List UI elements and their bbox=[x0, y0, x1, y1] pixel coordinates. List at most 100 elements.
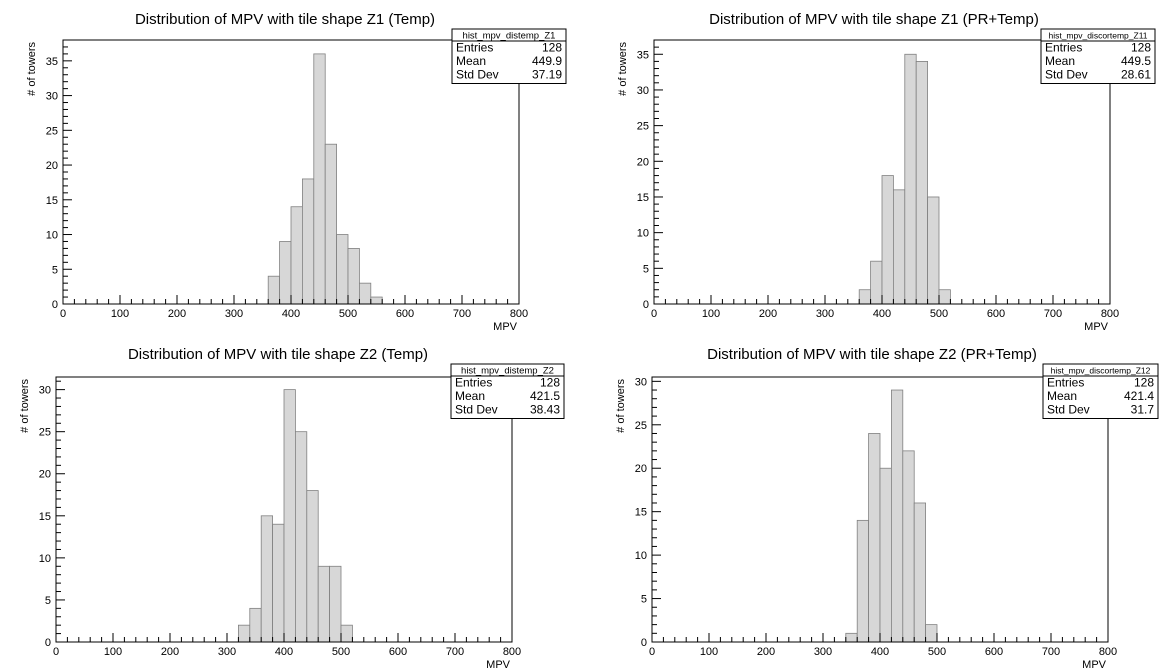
y-tick-label: 5 bbox=[643, 263, 649, 275]
y-tick-label: 30 bbox=[635, 376, 647, 388]
histogram-bar bbox=[893, 189, 906, 305]
y-tick-label: 5 bbox=[641, 594, 647, 606]
x-tick-label: 600 bbox=[396, 308, 414, 320]
stats-row-label: Std Dev bbox=[456, 68, 499, 82]
stats-box-name: hist_mpv_distemp_Z2 bbox=[461, 366, 554, 377]
stats-box-frame bbox=[1040, 28, 1156, 84]
y-axis-label: # of towers bbox=[26, 42, 38, 96]
stats-row-label: Mean bbox=[1047, 389, 1077, 403]
y-tick-label: 15 bbox=[46, 195, 58, 207]
chart-title: Distribution of MPV with tile shape Z2 (… bbox=[128, 346, 428, 363]
x-tick-label: 700 bbox=[1042, 646, 1060, 658]
histogram-bar bbox=[294, 431, 308, 643]
y-tick-label: 10 bbox=[635, 550, 647, 562]
stats-row-label: Entries bbox=[456, 41, 493, 55]
y-axis-label: # of towers bbox=[615, 379, 627, 433]
stats-row-value: 449.9 bbox=[532, 54, 562, 68]
y-tick-label: 20 bbox=[46, 160, 58, 172]
histogram-bar bbox=[915, 61, 929, 305]
stats-row-value: 421.5 bbox=[530, 389, 560, 403]
y-tick-label: 35 bbox=[46, 56, 58, 68]
x-tick-label: 600 bbox=[985, 646, 1003, 658]
stats-row-label: Std Dev bbox=[455, 403, 498, 417]
y-tick-label: 0 bbox=[52, 299, 58, 311]
stats-box-name: hist_mpv_distemp_Z1 bbox=[463, 31, 556, 42]
histogram-bar bbox=[336, 234, 349, 305]
histogram-bar bbox=[891, 389, 904, 643]
x-tick-label: 700 bbox=[453, 308, 471, 320]
stats-row-label: Mean bbox=[1045, 54, 1075, 68]
chart-title: Distribution of MPV with tile shape Z1 (… bbox=[709, 11, 1039, 28]
histogram-bar bbox=[856, 519, 870, 643]
stats-row-label: Entries bbox=[455, 376, 492, 390]
histogram-bar bbox=[347, 248, 360, 305]
histogram-bar bbox=[249, 607, 262, 643]
histogram-bar bbox=[324, 143, 338, 305]
histogram-panel-3: Distribution of MPV with tile shape Z2 (… bbox=[19, 346, 565, 671]
y-tick-label: 10 bbox=[39, 553, 51, 565]
stats-row-label: Entries bbox=[1047, 376, 1084, 390]
histogram-bar bbox=[868, 433, 881, 643]
histogram-bar bbox=[279, 241, 292, 305]
stats-box-frame bbox=[1042, 363, 1159, 419]
stats-row-value: 128 bbox=[540, 376, 560, 390]
stats-row-value: 449.5 bbox=[1121, 54, 1151, 68]
histogram-bar bbox=[290, 206, 303, 305]
histogram-bar bbox=[927, 196, 940, 305]
x-tick-label: 300 bbox=[218, 646, 236, 658]
x-tick-label: 0 bbox=[60, 308, 66, 320]
x-tick-label: 400 bbox=[282, 308, 300, 320]
x-tick-label: 600 bbox=[389, 646, 407, 658]
stats-row-value: 128 bbox=[1134, 376, 1154, 390]
y-tick-label: 0 bbox=[45, 637, 51, 649]
histogram-panel-2: Distribution of MPV with tile shape Z1 (… bbox=[617, 11, 1156, 333]
stats-row-value: 38.43 bbox=[530, 403, 560, 417]
y-tick-label: 10 bbox=[46, 230, 58, 242]
y-tick-label: 20 bbox=[637, 156, 649, 168]
x-tick-label: 300 bbox=[814, 646, 832, 658]
histogram-bar bbox=[301, 178, 315, 305]
histogram-bar bbox=[267, 275, 281, 305]
histogram-bar bbox=[858, 289, 872, 305]
x-tick-label: 200 bbox=[759, 308, 777, 320]
y-tick-label: 15 bbox=[39, 511, 51, 523]
y-axis-label: # of towers bbox=[617, 42, 629, 96]
y-tick-label: 20 bbox=[39, 469, 51, 481]
x-tick-label: 800 bbox=[503, 646, 521, 658]
stats-row-label: Mean bbox=[455, 389, 485, 403]
x-tick-label: 800 bbox=[1099, 646, 1117, 658]
stats-row-value: 421.4 bbox=[1124, 389, 1154, 403]
chart-title: Distribution of MPV with tile shape Z2 (… bbox=[707, 346, 1037, 363]
stats-row-value: 128 bbox=[542, 41, 562, 55]
histogram-bar bbox=[260, 515, 274, 643]
y-tick-label: 0 bbox=[643, 299, 649, 311]
y-tick-label: 25 bbox=[39, 427, 51, 439]
histogram-bar bbox=[317, 565, 331, 643]
x-tick-label: 100 bbox=[702, 308, 720, 320]
stats-box-frame bbox=[450, 363, 565, 419]
stats-row-value: 37.19 bbox=[532, 68, 562, 82]
chart-title: Distribution of MPV with tile shape Z1 (… bbox=[135, 11, 435, 28]
histogram-bar bbox=[272, 523, 285, 643]
histogram-bar bbox=[913, 502, 927, 643]
x-tick-label: 200 bbox=[161, 646, 179, 658]
x-tick-label: 400 bbox=[873, 308, 891, 320]
x-tick-label: 300 bbox=[225, 308, 243, 320]
x-tick-label: 0 bbox=[649, 646, 655, 658]
histogram-bar bbox=[237, 624, 251, 643]
histogram-panels: Distribution of MPV with tile shape Z1 (… bbox=[19, 11, 1159, 671]
stats-row-label: Std Dev bbox=[1045, 68, 1088, 82]
x-tick-label: 200 bbox=[757, 646, 775, 658]
stats-row-label: Std Dev bbox=[1047, 403, 1090, 417]
stats-box-name: hist_mpv_discortemp_Z12 bbox=[1051, 366, 1151, 376]
y-tick-label: 30 bbox=[46, 91, 58, 103]
y-tick-label: 25 bbox=[637, 121, 649, 133]
histogram-bar bbox=[329, 565, 342, 643]
x-tick-label: 100 bbox=[111, 308, 129, 320]
x-axis-label: MPV bbox=[493, 321, 518, 333]
y-tick-label: 20 bbox=[635, 463, 647, 475]
